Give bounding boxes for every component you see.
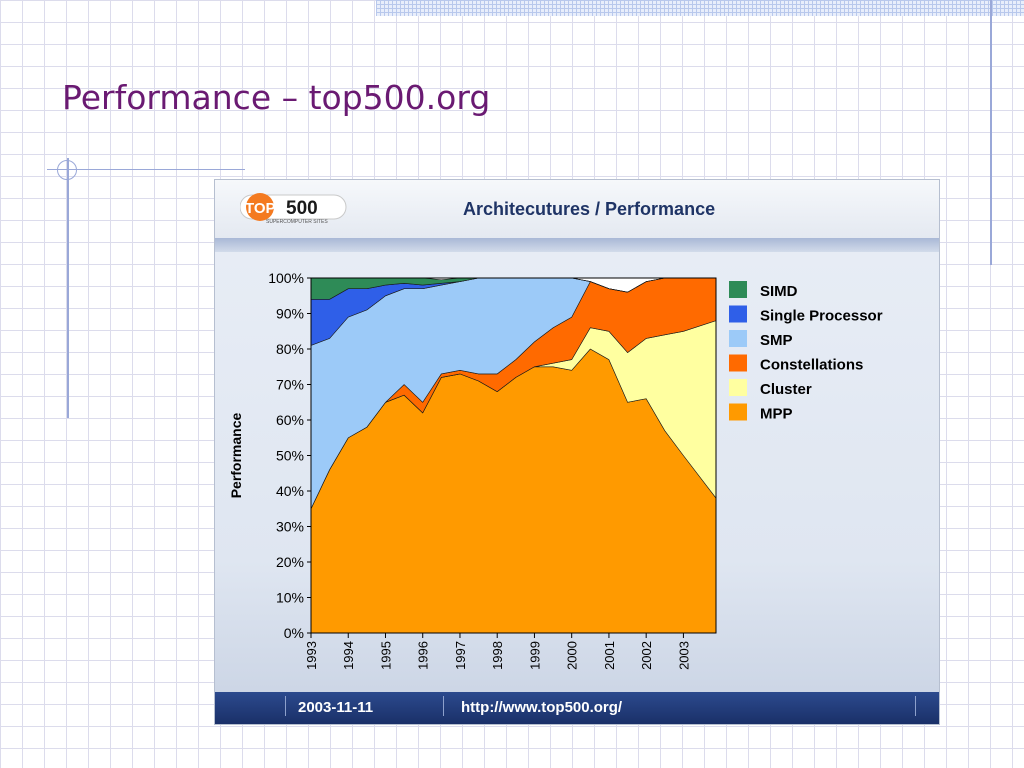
logo-subtext: SUPERCOMPUTER SITES (266, 219, 328, 225)
legend-label-simd: SIMD (760, 283, 798, 300)
y-axis: 0% 10% 20% 30% 40% 50% 60% 70% 80% 90% 100% (268, 270, 311, 641)
y-tick-label: 30% (276, 519, 304, 535)
x-tick-label: 2001 (602, 641, 617, 670)
y-tick-label: 50% (276, 448, 304, 464)
y-tick-label: 80% (276, 341, 304, 357)
chart-panel-header: TOP 500 SUPERCOMPUTER SITES Architecutur… (215, 180, 939, 238)
slide-rule-circle (57, 160, 77, 180)
chart-footer: 2003-11-11 http://www.top500.org/ (215, 692, 939, 724)
legend-label-constellations: Constellations (760, 357, 863, 374)
x-tick-label: 1993 (304, 641, 319, 670)
y-tick-label: 90% (276, 306, 304, 322)
logo-number-text: 500 (286, 198, 318, 219)
chart-areas (310, 277, 717, 634)
x-axis: 1993 1994 1995 1996 1997 1998 1999 2000 2001 2002… (304, 633, 691, 670)
legend-label-cluster: Cluster (760, 381, 812, 398)
x-tick-label: 2000 (565, 641, 580, 670)
slide-left-rule (67, 158, 69, 418)
x-tick-label: 2003 (676, 641, 691, 670)
y-tick-label: 40% (276, 483, 304, 499)
legend-swatch-smp (729, 330, 747, 347)
footer-url-link[interactable]: http://www.top500.org/ (461, 699, 623, 716)
y-tick-label: 60% (276, 412, 304, 428)
legend-swatch-constellations (729, 354, 747, 372)
footer-date: 2003-11-11 (298, 699, 374, 716)
legend-label-mpp: MPP (760, 406, 793, 423)
footer-separator (285, 696, 286, 716)
logo-top-text: TOP (245, 200, 276, 217)
y-tick-label: 0% (284, 625, 304, 641)
legend-swatch-cluster (729, 379, 747, 396)
legend-label-smp: SMP (760, 332, 793, 349)
y-axis-label: Performance (228, 412, 244, 498)
x-tick-label: 1995 (378, 641, 393, 670)
x-tick-label: 1996 (416, 641, 431, 670)
slide-top-decoration (376, 0, 1024, 16)
legend-label-single-processor: Single Processor (760, 308, 883, 325)
y-tick-label: 20% (276, 554, 304, 570)
legend: SIMD Single Processor SMP Constellations Clu… (729, 281, 883, 423)
x-tick-label: 1994 (341, 641, 356, 670)
footer-separator (443, 696, 444, 716)
header-strip (215, 238, 939, 252)
y-tick-label: 70% (276, 377, 304, 393)
chart-title: Architecutures / Performance (463, 199, 716, 219)
x-tick-label: 1997 (453, 641, 468, 670)
x-tick-label: 2002 (639, 641, 654, 670)
stacked-area-chart: 0%10%20%30%40%50%60%70%80%90%100% 1993 19… (228, 270, 883, 670)
legend-swatch-single-processor (729, 305, 747, 323)
legend-swatch-mpp (729, 403, 747, 421)
y-tick-label: 100% (268, 270, 304, 286)
x-tick-label: 1998 (490, 641, 505, 670)
x-tick-label: 1999 (527, 641, 542, 670)
slide-right-rule (990, 0, 992, 265)
slide-title: Performance – top500.org (62, 78, 491, 117)
y-tick-label: 10% (276, 590, 304, 606)
slide-horizontal-rule (47, 169, 245, 170)
legend-swatch-simd (729, 281, 747, 298)
top500-logo: TOP 500 SUPERCOMPUTER SITES (240, 193, 347, 225)
footer-separator (915, 696, 916, 716)
